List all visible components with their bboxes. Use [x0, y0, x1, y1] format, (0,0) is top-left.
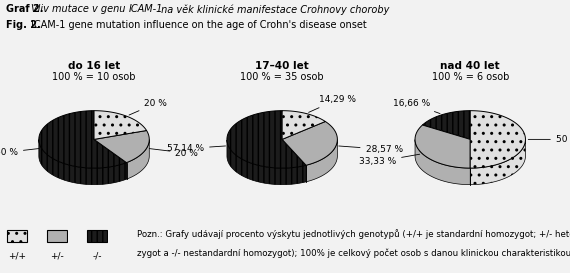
Polygon shape: [422, 111, 470, 140]
Polygon shape: [415, 125, 470, 168]
Polygon shape: [227, 140, 306, 185]
Text: na věk klinické manifestace Crohnovy choroby: na věk klinické manifestace Crohnovy cho…: [158, 4, 390, 14]
Polygon shape: [39, 111, 127, 168]
Text: ICAM-1: ICAM-1: [129, 4, 163, 14]
Text: nad 40 let: nad 40 let: [441, 61, 500, 71]
Text: ICAM-1 gene mutation influence on the age of Crohn's disease onset: ICAM-1 gene mutation influence on the ag…: [31, 20, 367, 31]
Polygon shape: [39, 140, 127, 185]
Text: 100 % = 6 osob: 100 % = 6 osob: [431, 72, 509, 82]
Text: 17–40 let: 17–40 let: [255, 61, 309, 71]
Text: Pozn.: Grafy udávají procento výskytu jednotlivých genotypů (+/+ je standardní h: Pozn.: Grafy udávají procento výskytu je…: [137, 229, 570, 239]
Text: 20 %: 20 %: [129, 99, 167, 115]
Polygon shape: [282, 111, 325, 140]
Polygon shape: [94, 111, 146, 140]
Bar: [47, 230, 67, 242]
Text: Vliv mutace v genu: Vliv mutace v genu: [31, 4, 129, 14]
Polygon shape: [470, 140, 526, 185]
Text: zygot a -/- nestandardní homozygot); 100% je celkový počet osob s danou klinicko: zygot a -/- nestandardní homozygot); 100…: [137, 248, 570, 258]
Text: Fig. 2.: Fig. 2.: [6, 20, 44, 31]
Polygon shape: [282, 121, 337, 165]
Text: 60 %: 60 %: [0, 148, 39, 157]
Text: 14,29 %: 14,29 %: [308, 95, 356, 112]
Text: 100 % = 10 osob: 100 % = 10 osob: [52, 72, 136, 82]
Text: 16,66 %: 16,66 %: [393, 99, 440, 114]
Text: Graf 2.: Graf 2.: [6, 4, 47, 14]
Polygon shape: [94, 130, 149, 163]
Text: +/+: +/+: [8, 251, 26, 260]
Bar: [87, 230, 107, 242]
Text: 57,14 %: 57,14 %: [167, 144, 226, 153]
Text: 20 %: 20 %: [149, 149, 198, 158]
Text: 100 % = 35 osob: 100 % = 35 osob: [241, 72, 324, 82]
Text: 33,33 %: 33,33 %: [359, 154, 420, 166]
Polygon shape: [470, 111, 526, 168]
Polygon shape: [227, 111, 306, 168]
Text: 28,57 %: 28,57 %: [339, 145, 403, 154]
Text: do 16 let: do 16 let: [68, 61, 120, 71]
Text: -/-: -/-: [92, 251, 101, 260]
Polygon shape: [306, 140, 337, 182]
Bar: [7, 230, 27, 242]
Polygon shape: [127, 140, 149, 179]
Polygon shape: [415, 140, 470, 185]
Text: +/-: +/-: [50, 251, 64, 260]
Text: 50 %: 50 %: [528, 135, 570, 144]
